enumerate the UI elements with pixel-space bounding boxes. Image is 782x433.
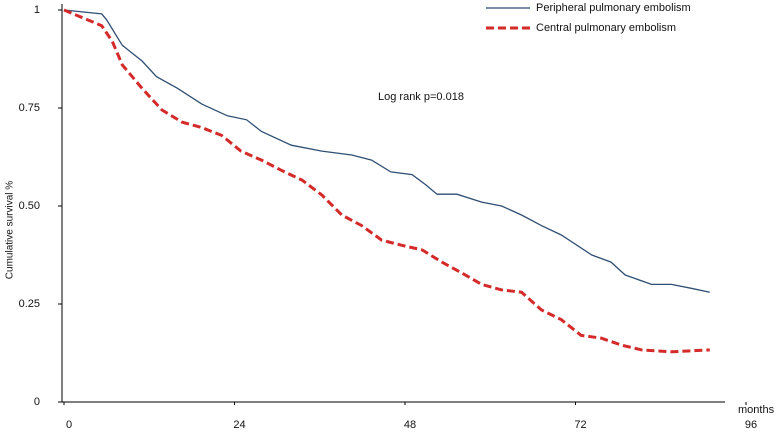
y-tick-label: 1 bbox=[34, 4, 40, 16]
x-tick-label: 48 bbox=[404, 419, 416, 431]
y-tick-label: 0.75 bbox=[19, 102, 40, 114]
legend-label: Central pulmonary embolism bbox=[536, 22, 676, 34]
x-tick-label: 24 bbox=[233, 419, 245, 431]
x-tick-label: 72 bbox=[574, 419, 586, 431]
x-tick-label: 96 bbox=[745, 419, 757, 431]
x-axis-label: months bbox=[738, 404, 775, 416]
annotation: Log rank p=0.018 bbox=[378, 91, 464, 103]
y-tick-label: 0.50 bbox=[19, 200, 40, 212]
y-axis-label: Cumulative survival % bbox=[5, 181, 16, 279]
legend-label: Peripheral pulmonary embolism bbox=[536, 2, 691, 14]
y-tick-label: 0 bbox=[34, 396, 40, 408]
survival-line bbox=[63, 8, 710, 354]
survival-line bbox=[63, 9, 710, 293]
y-tick-label: 0.25 bbox=[19, 298, 40, 310]
x-tick-label: 0 bbox=[66, 419, 72, 431]
